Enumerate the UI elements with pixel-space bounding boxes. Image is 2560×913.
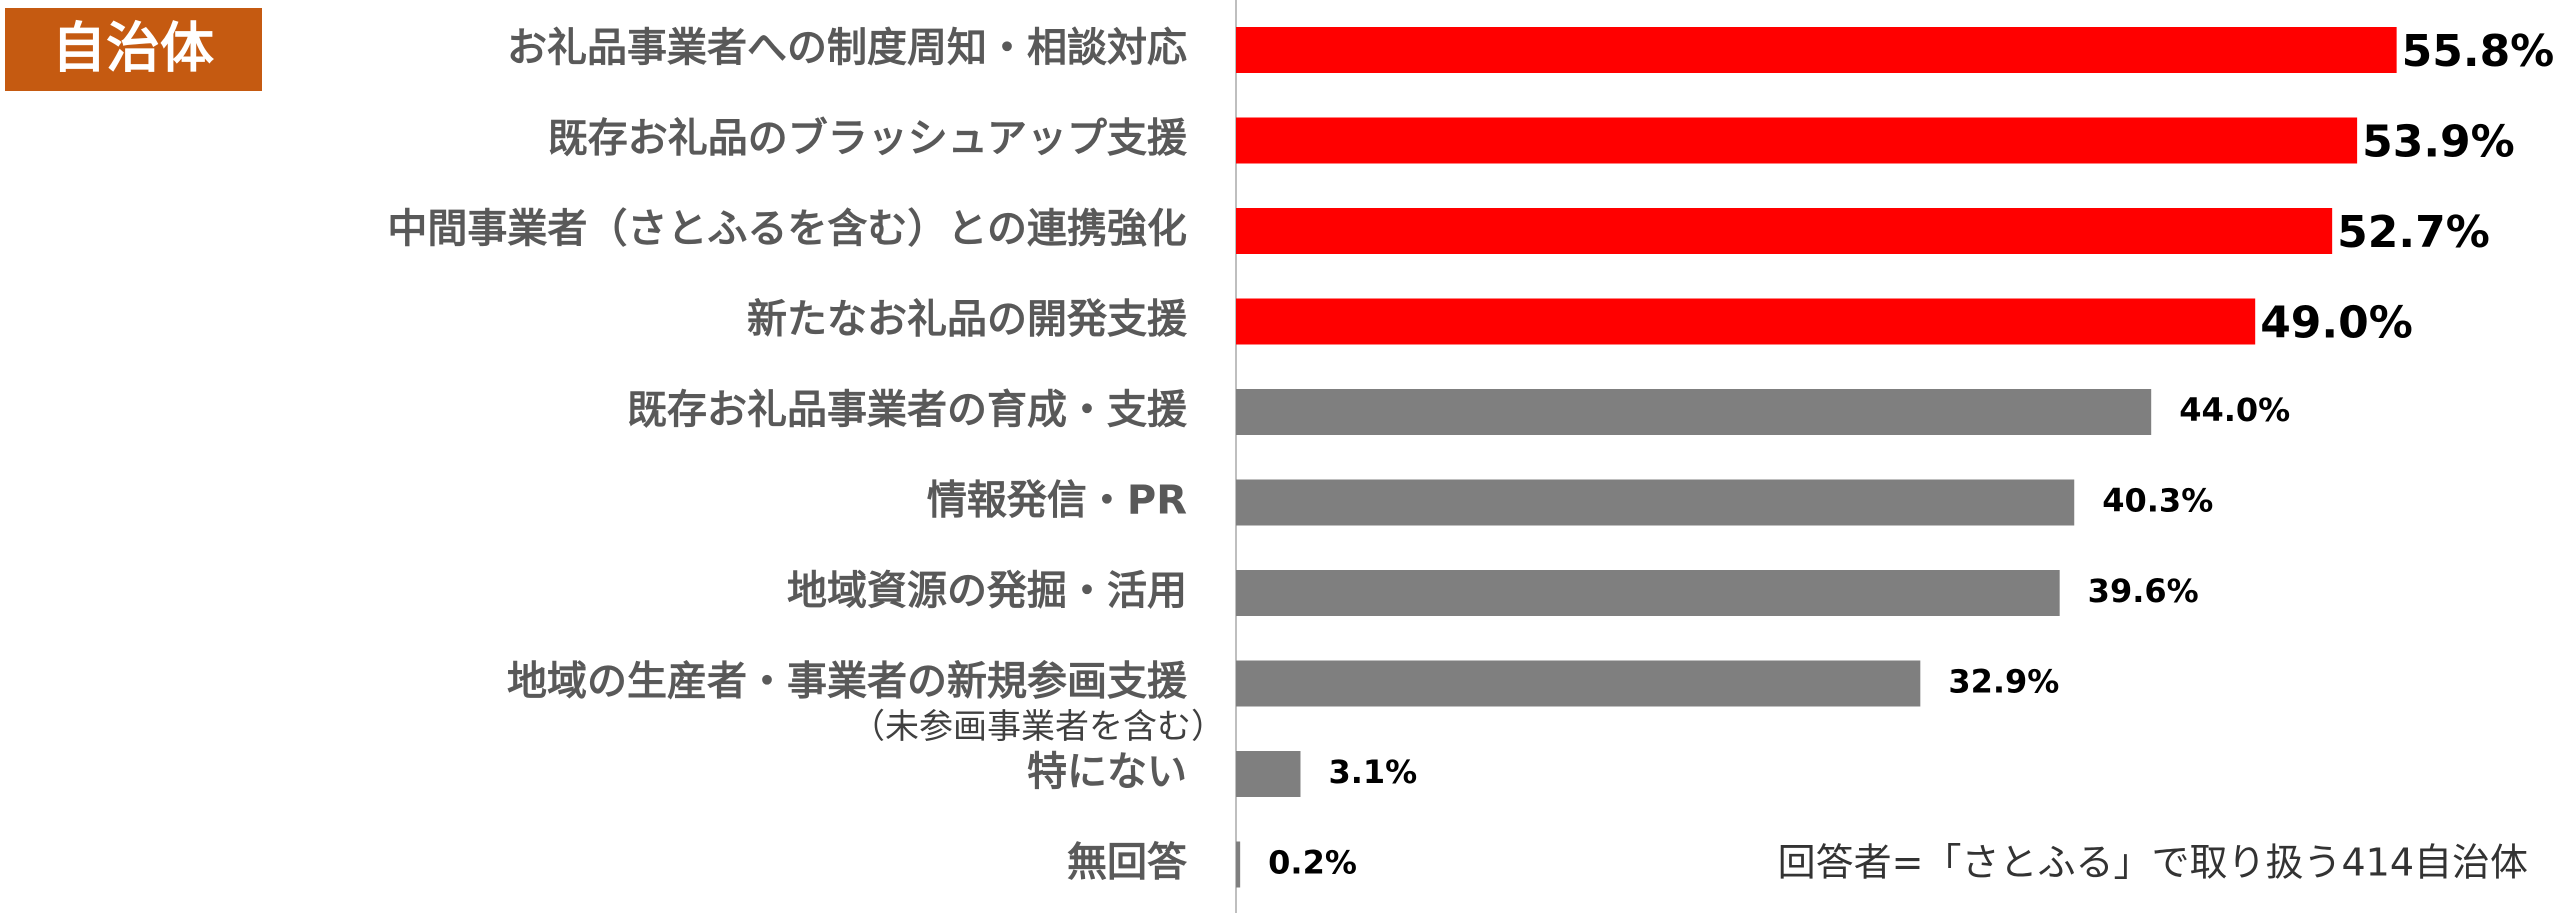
bar [1236, 570, 2060, 616]
category-note: （未参画事業者を含む） [851, 707, 1225, 747]
note: 回答者=「さとふる」で取り扱う414自治体 [1778, 841, 2528, 885]
value-label: 55.8% [2402, 26, 2555, 77]
category-label: 既存お礼品事業者の育成・支援 [627, 387, 1188, 433]
bar [1236, 751, 1301, 797]
value-label: 49.0% [2260, 298, 2413, 349]
category-label: 地域の生産者・事業者の新規参画支援 [507, 659, 1188, 705]
category-label: 地域資源の発掘・活用 [787, 568, 1187, 614]
category-label: 中間事業者（さとふるを含む）との連携強化 [387, 206, 1187, 252]
bar [1236, 27, 2397, 73]
value-label: 39.6% [2088, 572, 2199, 610]
category-label: 特にない [1027, 749, 1187, 795]
category-label: お礼品事業者への制度周知・相談対応 [507, 25, 1187, 71]
bar [1236, 660, 1921, 707]
bar [1236, 208, 2333, 254]
bar [1236, 117, 2358, 164]
value-label: 52.7% [2337, 207, 2490, 258]
value-label: 32.9% [1948, 663, 2059, 701]
value-label: 53.9% [2362, 117, 2515, 168]
category-label: 既存お礼品のブラッシュアップ支援 [548, 116, 1188, 162]
bar [1236, 479, 2075, 526]
category-label: 無回答 [1067, 840, 1188, 886]
value-label: 3.1% [1328, 753, 1417, 791]
badge-box [5, 8, 262, 91]
bar [1236, 389, 2152, 435]
value-label: 44.0% [2179, 391, 2290, 429]
bar [1236, 298, 2256, 345]
value-label: 0.2% [1268, 844, 1357, 882]
badge: 自治体 [52, 17, 214, 80]
bar [1236, 841, 1241, 888]
value-label: 40.3% [2102, 482, 2213, 520]
category-label: 新たなお礼品の開発支援 [747, 297, 1188, 343]
category-label: 情報発信・PR [927, 478, 1187, 524]
